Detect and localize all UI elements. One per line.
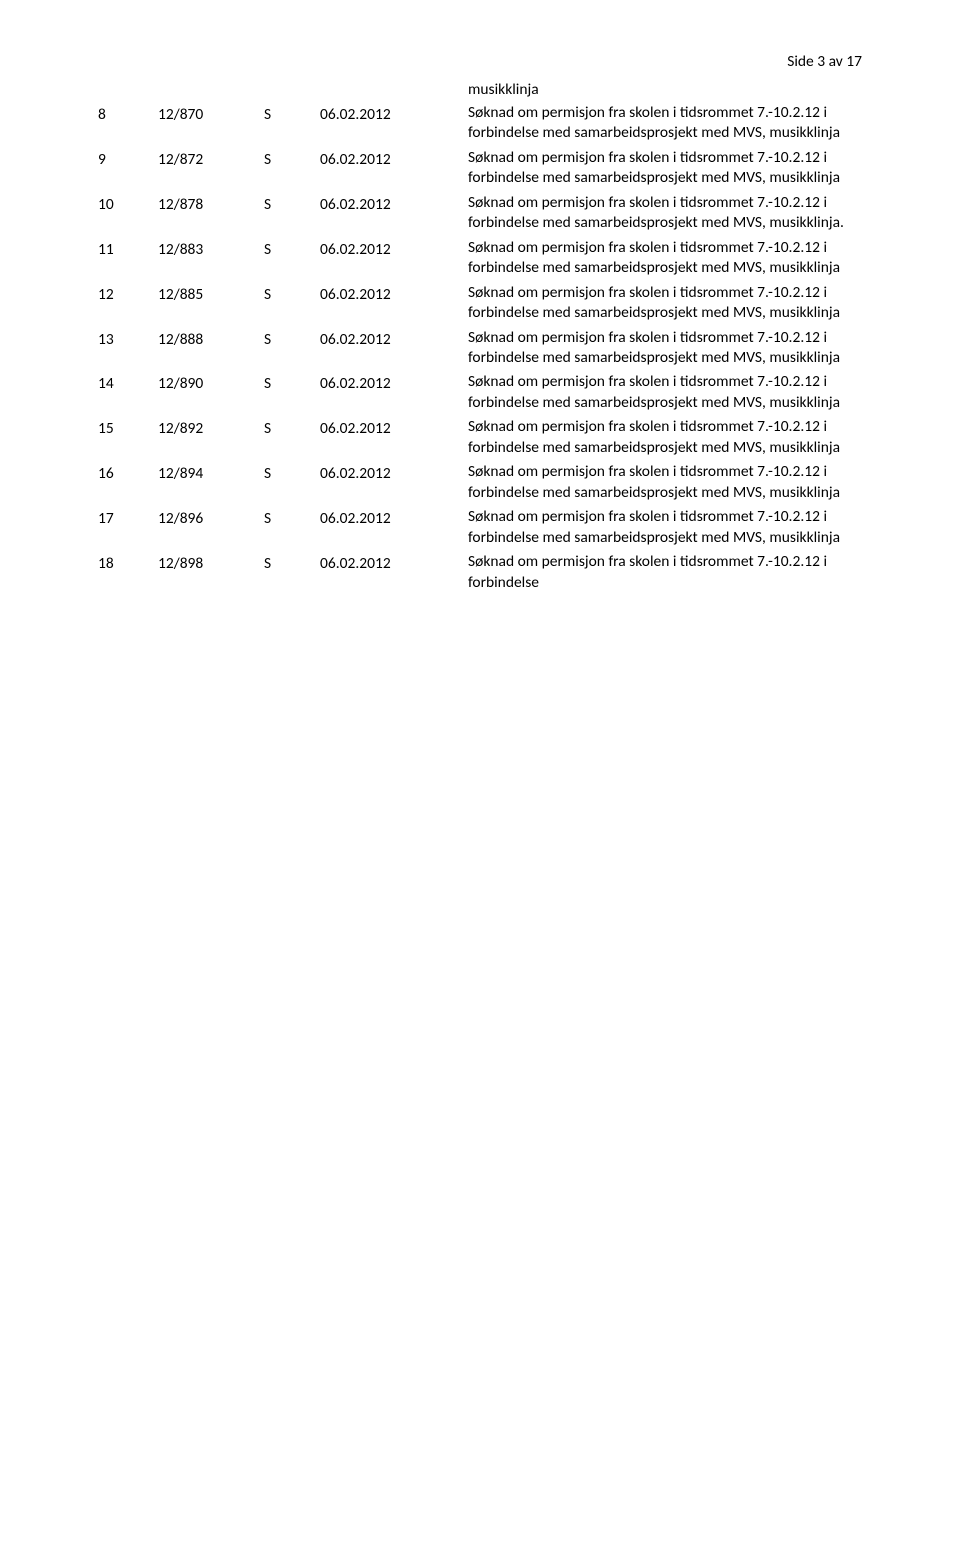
status-code: S: [264, 328, 320, 349]
table-row: 1712/896S06.02.2012Søknad om permisjon f…: [98, 507, 862, 548]
row-index: 15: [98, 417, 158, 438]
description: Søknad om permisjon fra skolen i tidsrom…: [468, 552, 862, 593]
entry-date: 06.02.2012: [320, 103, 468, 124]
entry-date: 06.02.2012: [320, 328, 468, 349]
case-reference: 12/878: [158, 193, 264, 214]
case-reference: 12/896: [158, 507, 264, 528]
row-index: 11: [98, 238, 158, 259]
status-code: S: [264, 462, 320, 483]
row-index: 14: [98, 372, 158, 393]
entry-date: 06.02.2012: [320, 283, 468, 304]
row-index: 10: [98, 193, 158, 214]
entry-date: 06.02.2012: [320, 507, 468, 528]
table-row: 812/870S06.02.2012Søknad om permisjon fr…: [98, 103, 862, 144]
entry-date: 06.02.2012: [320, 372, 468, 393]
status-code: S: [264, 372, 320, 393]
status-code: S: [264, 148, 320, 169]
continuation-text: musikklinja: [468, 80, 862, 99]
table-row: 1312/888S06.02.2012Søknad om permisjon f…: [98, 328, 862, 369]
description: Søknad om permisjon fra skolen i tidsrom…: [468, 193, 862, 234]
entry-date: 06.02.2012: [320, 552, 468, 573]
case-reference: 12/898: [158, 552, 264, 573]
row-index: 17: [98, 507, 158, 528]
table-row: 1512/892S06.02.2012Søknad om permisjon f…: [98, 417, 862, 458]
entry-date: 06.02.2012: [320, 193, 468, 214]
case-reference: 12/892: [158, 417, 264, 438]
case-reference: 12/870: [158, 103, 264, 124]
row-index: 9: [98, 148, 158, 169]
entry-date: 06.02.2012: [320, 462, 468, 483]
description: Søknad om permisjon fra skolen i tidsrom…: [468, 103, 862, 144]
description: Søknad om permisjon fra skolen i tidsrom…: [468, 148, 862, 189]
row-index: 16: [98, 462, 158, 483]
row-index: 8: [98, 103, 158, 124]
table-row: 1812/898S06.02.2012Søknad om permisjon f…: [98, 552, 862, 593]
row-index: 18: [98, 552, 158, 573]
case-reference: 12/888: [158, 328, 264, 349]
row-index: 13: [98, 328, 158, 349]
description: Søknad om permisjon fra skolen i tidsrom…: [468, 507, 862, 548]
document-page: Side 3 av 17 musikklinja 812/870S06.02.2…: [0, 0, 960, 633]
description: Søknad om permisjon fra skolen i tidsrom…: [468, 372, 862, 413]
case-reference: 12/890: [158, 372, 264, 393]
status-code: S: [264, 507, 320, 528]
table-row: 1212/885S06.02.2012Søknad om permisjon f…: [98, 283, 862, 324]
description: Søknad om permisjon fra skolen i tidsrom…: [468, 283, 862, 324]
description: Søknad om permisjon fra skolen i tidsrom…: [468, 328, 862, 369]
entry-date: 06.02.2012: [320, 148, 468, 169]
entry-date: 06.02.2012: [320, 417, 468, 438]
row-index: 12: [98, 283, 158, 304]
page-number: Side 3 av 17: [787, 52, 862, 71]
table-row: 1112/883S06.02.2012Søknad om permisjon f…: [98, 238, 862, 279]
status-code: S: [264, 238, 320, 259]
case-reference: 12/885: [158, 283, 264, 304]
case-reference: 12/894: [158, 462, 264, 483]
status-code: S: [264, 552, 320, 573]
case-reference: 12/872: [158, 148, 264, 169]
table-row: 1012/878S06.02.2012Søknad om permisjon f…: [98, 193, 862, 234]
entry-date: 06.02.2012: [320, 238, 468, 259]
table-body: 812/870S06.02.2012Søknad om permisjon fr…: [98, 103, 862, 593]
table-row: 1612/894S06.02.2012Søknad om permisjon f…: [98, 462, 862, 503]
status-code: S: [264, 283, 320, 304]
table-row: 912/872S06.02.2012Søknad om permisjon fr…: [98, 148, 862, 189]
case-reference: 12/883: [158, 238, 264, 259]
description: Søknad om permisjon fra skolen i tidsrom…: [468, 238, 862, 279]
description: Søknad om permisjon fra skolen i tidsrom…: [468, 462, 862, 503]
status-code: S: [264, 417, 320, 438]
status-code: S: [264, 193, 320, 214]
status-code: S: [264, 103, 320, 124]
description: Søknad om permisjon fra skolen i tidsrom…: [468, 417, 862, 458]
table-row: 1412/890S06.02.2012Søknad om permisjon f…: [98, 372, 862, 413]
